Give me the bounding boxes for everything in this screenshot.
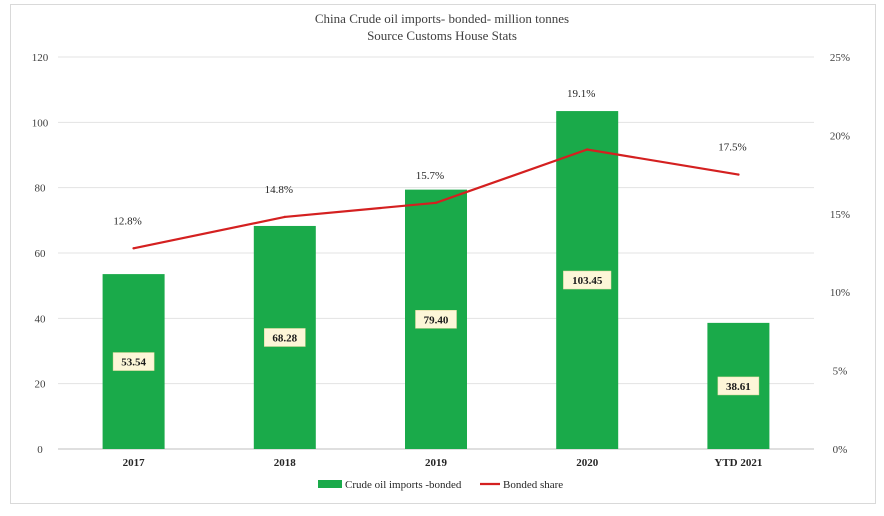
- line-point: [586, 148, 589, 151]
- y-left-tick-label: 40: [35, 313, 47, 325]
- bar-value-label-box: [112, 352, 155, 371]
- bar-value-label: 38.61: [726, 381, 751, 393]
- bar-value-label-box: [563, 270, 612, 290]
- legend-line-label: Bonded share: [503, 479, 563, 491]
- chart-subtitle: Source Customs House Stats: [367, 28, 517, 43]
- line-value-label: 12.8%: [113, 215, 141, 227]
- y-left-tick-label: 100: [32, 117, 49, 129]
- x-tick-label: 2019: [425, 457, 448, 469]
- bar-value-label: 53.54: [121, 357, 146, 369]
- x-tick-label: 2017: [123, 457, 146, 469]
- chart-title: China Crude oil imports- bonded- million…: [315, 11, 569, 26]
- y-right-tick-label: 15%: [830, 209, 850, 221]
- bar-value-label: 103.45: [572, 275, 603, 287]
- x-tick-label: YTD 2021: [714, 457, 762, 469]
- bar-value-label: 68.28: [272, 332, 297, 344]
- bar-value-label: 79.40: [424, 314, 449, 326]
- line-point: [132, 247, 135, 250]
- y-right-tick-label: 5%: [833, 366, 848, 378]
- legend-bar-swatch: [318, 480, 342, 488]
- bar-value-label-box: [415, 310, 457, 329]
- line-value-label: 17.5%: [718, 142, 746, 154]
- y-right-tick-label: 10%: [830, 287, 850, 299]
- legend-bar-label: Crude oil imports -bonded: [345, 479, 462, 491]
- x-tick-label: 2018: [274, 457, 297, 469]
- line-value-label: 19.1%: [567, 88, 595, 100]
- line-value-label: 15.7%: [416, 170, 444, 182]
- y-right-tick-label: 25%: [830, 52, 850, 64]
- line-point: [434, 201, 438, 205]
- y-left-tick-label: 120: [32, 52, 49, 64]
- line-point: [283, 215, 286, 219]
- y-left-tick-label: 60: [35, 248, 47, 260]
- bar-value-label-box: [264, 328, 306, 347]
- line-value-label: 14.8%: [265, 184, 293, 196]
- y-right-tick-label: 0%: [833, 444, 848, 456]
- y-right-tick-label: 20%: [830, 130, 850, 142]
- y-left-tick-label: 0: [37, 444, 43, 456]
- x-tick-label: 2020: [576, 457, 599, 469]
- y-left-tick-label: 80: [35, 183, 47, 195]
- bar-value-label-box: [717, 376, 760, 396]
- line-point: [737, 173, 740, 176]
- y-left-tick-label: 20: [35, 379, 47, 391]
